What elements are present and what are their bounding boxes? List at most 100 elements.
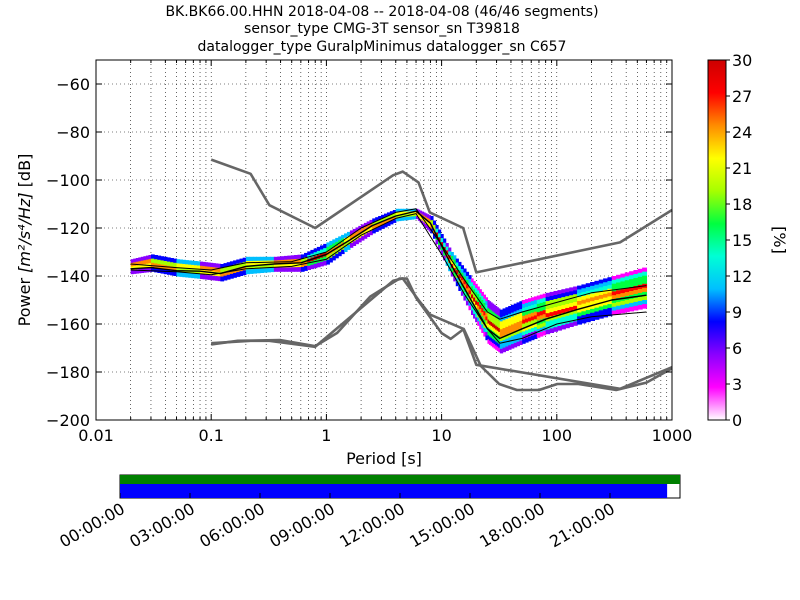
heatmap-cell bbox=[473, 305, 476, 311]
heatmap-cell bbox=[594, 311, 600, 316]
heatmap-cell bbox=[513, 307, 518, 313]
heatmap-cell bbox=[569, 303, 574, 308]
heatmap-cell bbox=[163, 269, 168, 275]
heatmap-cell bbox=[483, 298, 486, 304]
heatmap-cell bbox=[215, 267, 219, 273]
heatmap-cell bbox=[398, 217, 402, 222]
heatmap-cell bbox=[256, 264, 261, 270]
heatmap-cell bbox=[577, 316, 583, 321]
heatmap-cell bbox=[173, 262, 178, 268]
heatmap-cell bbox=[519, 320, 523, 326]
heatmap-cell bbox=[496, 322, 499, 328]
heatmap-cell bbox=[363, 222, 368, 228]
heatmap-cell bbox=[585, 294, 591, 300]
heatmap-cell bbox=[485, 331, 489, 337]
heatmap-cell bbox=[375, 217, 379, 222]
heatmap-cell bbox=[150, 254, 155, 260]
heatmap-cell bbox=[577, 304, 583, 310]
heatmap-cell bbox=[642, 267, 648, 273]
heatmap-cell bbox=[488, 305, 492, 310]
heatmap-cell bbox=[290, 267, 295, 272]
heatmap-cell bbox=[140, 264, 144, 270]
heatmap-cell bbox=[465, 280, 470, 285]
heatmap-cell bbox=[516, 322, 520, 327]
heatmap-cell bbox=[481, 324, 484, 329]
heatmap-cell bbox=[259, 268, 264, 273]
heatmap-cell bbox=[270, 260, 275, 265]
heatmap-cell bbox=[363, 226, 368, 232]
heatmap-cell bbox=[485, 304, 489, 310]
heatmap-cell bbox=[229, 261, 234, 267]
heatmap-cell bbox=[616, 274, 622, 280]
heatmap-cell bbox=[475, 296, 478, 302]
heatmap-cell bbox=[542, 301, 547, 307]
heatmap-cell bbox=[553, 299, 559, 304]
heatmap-cell bbox=[624, 272, 630, 277]
heatmap-cell bbox=[389, 214, 394, 219]
colorbar-tick-label: 27 bbox=[732, 87, 752, 106]
heatmap-cell bbox=[519, 340, 523, 345]
heatmap-cell bbox=[270, 256, 275, 262]
chart-title-line-3: datalogger_type GuralpMinimus datalogger… bbox=[198, 39, 567, 55]
heatmap-cell bbox=[421, 220, 424, 225]
heatmap-cell bbox=[410, 211, 415, 215]
heatmap-cell bbox=[516, 302, 520, 307]
heatmap-cell bbox=[185, 264, 189, 270]
heatmap-cell bbox=[440, 250, 444, 255]
heatmap-cell bbox=[290, 263, 295, 268]
heatmap-cell bbox=[498, 320, 501, 325]
heatmap-cell bbox=[413, 211, 417, 215]
heatmap-cell bbox=[573, 321, 578, 326]
heatmap-cell bbox=[479, 309, 482, 314]
heatmap-cell bbox=[539, 315, 544, 321]
heatmap-cell bbox=[495, 306, 498, 311]
heatmap-cell bbox=[197, 265, 201, 271]
heatmap-cell bbox=[170, 262, 174, 267]
heatmap-cell bbox=[616, 282, 622, 288]
heatmap-cell bbox=[549, 304, 555, 309]
heatmap-cell bbox=[463, 284, 467, 289]
heatmap-cell bbox=[513, 323, 518, 328]
heatmap-cell bbox=[516, 318, 520, 323]
heatmap-cell bbox=[553, 291, 559, 296]
heatmap-cell bbox=[471, 306, 474, 311]
heatmap-cell bbox=[495, 317, 498, 323]
heatmap-cell bbox=[277, 267, 282, 272]
heatmap-cell bbox=[505, 318, 509, 324]
heatmap-cell bbox=[358, 237, 362, 243]
heatmap-cell bbox=[642, 275, 648, 281]
heatmap-cell bbox=[633, 270, 639, 275]
heatmap-cell bbox=[549, 308, 555, 313]
heatmap-cell bbox=[326, 259, 330, 265]
heatmap-cell bbox=[185, 260, 189, 265]
heatmap-cell bbox=[273, 267, 278, 272]
heatmap-cell bbox=[205, 270, 209, 276]
heatmap-cell bbox=[166, 265, 171, 271]
heatmap-cell bbox=[465, 275, 470, 281]
heatmap-cell bbox=[495, 309, 498, 315]
heatmap-cell bbox=[389, 220, 394, 225]
heatmap-cell bbox=[585, 302, 591, 307]
heatmap-cell bbox=[508, 345, 512, 350]
heatmap-cell bbox=[510, 308, 515, 314]
heatmap-cell bbox=[525, 306, 529, 312]
heatmap-cell bbox=[316, 262, 321, 268]
heatmap-cell bbox=[256, 268, 261, 274]
heatmap-cell bbox=[510, 340, 515, 345]
heatmap-cell bbox=[173, 267, 178, 272]
heatmap-cell bbox=[320, 245, 324, 251]
heatmap-cell bbox=[561, 324, 566, 330]
heatmap-cell bbox=[637, 304, 643, 310]
heatmap-cell bbox=[323, 243, 327, 249]
heatmap-cell bbox=[530, 301, 535, 306]
heatmap-cell bbox=[410, 213, 415, 218]
heatmap-cell bbox=[435, 239, 439, 245]
heatmap-cell bbox=[465, 284, 470, 289]
heatmap-cell bbox=[313, 248, 318, 253]
x-axis-label: Period [s] bbox=[346, 449, 422, 468]
heatmap-cell bbox=[378, 216, 382, 221]
percentile-low-curve bbox=[130, 213, 647, 344]
heatmap-cell bbox=[440, 238, 444, 243]
heatmap-cell bbox=[533, 323, 538, 328]
heatmap-cell bbox=[637, 284, 643, 290]
